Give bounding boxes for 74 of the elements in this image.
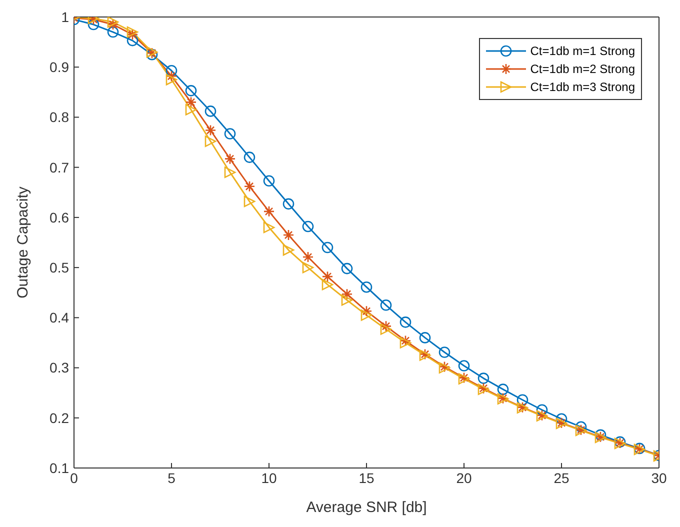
point — [575, 421, 587, 433]
point — [204, 136, 216, 147]
point — [341, 262, 353, 274]
point — [302, 220, 314, 232]
legend-label: Ct=1db m=1 Strong — [530, 44, 635, 58]
point — [516, 394, 528, 406]
point — [341, 288, 353, 300]
point — [263, 222, 275, 234]
y-tick-label: 0.6 — [50, 209, 70, 226]
point — [360, 281, 372, 293]
point — [224, 166, 236, 178]
x-tick-label: 15 — [358, 470, 374, 486]
point — [282, 198, 294, 210]
point — [322, 270, 334, 282]
point — [224, 128, 236, 140]
y-tick-label: 1 — [61, 8, 70, 25]
point — [166, 74, 178, 86]
legend-label: Ct=1db m=2 Strong — [530, 62, 635, 76]
point — [244, 180, 256, 192]
point — [224, 153, 236, 164]
point — [88, 18, 100, 30]
point — [126, 34, 138, 46]
legend-label: Ct=1db m=3 Strong — [530, 80, 635, 94]
point — [380, 299, 392, 311]
point — [166, 70, 178, 82]
y-tick-label: 0.1 — [50, 460, 70, 476]
point — [282, 229, 294, 241]
x-axis-title: Average SNR [db] — [306, 499, 427, 516]
y-tick-label: 0.4 — [50, 310, 70, 326]
x-tick-label: 25 — [554, 470, 570, 486]
y-tick-label: 0.2 — [50, 410, 70, 426]
point — [204, 124, 216, 136]
point — [185, 85, 197, 96]
y-tick-label: 0.7 — [50, 159, 70, 176]
point — [556, 413, 568, 425]
x-tick-label: 30 — [651, 470, 667, 486]
point — [244, 196, 256, 208]
point — [302, 251, 314, 263]
point — [166, 64, 178, 76]
point — [400, 316, 412, 328]
y-tick-label: 0.3 — [50, 360, 70, 376]
point — [263, 175, 275, 187]
point — [360, 306, 372, 317]
point — [438, 346, 450, 358]
point — [107, 26, 119, 38]
point — [458, 360, 470, 372]
point — [341, 294, 353, 306]
point — [478, 372, 490, 384]
point — [380, 320, 392, 332]
point — [126, 28, 138, 40]
point — [107, 17, 119, 28]
x-tick-label: 10 — [261, 470, 277, 486]
point — [126, 26, 138, 38]
point — [302, 262, 314, 274]
point — [536, 404, 548, 416]
x-tick-label: 20 — [456, 470, 472, 486]
point — [185, 96, 197, 108]
x-tick-label: 5 — [168, 470, 176, 486]
point — [322, 242, 334, 254]
x-tick-label: 0 — [70, 470, 78, 486]
y-axis-title: Outage Capacity — [14, 186, 32, 298]
point — [497, 384, 509, 395]
y-tick-label: 0.8 — [50, 109, 70, 126]
point — [360, 310, 372, 321]
y-tick-label: 0.5 — [50, 260, 70, 276]
point — [419, 332, 431, 344]
point — [244, 152, 256, 163]
point — [282, 244, 294, 256]
point — [322, 278, 334, 290]
point — [380, 324, 392, 335]
point — [185, 104, 197, 116]
y-tick-label: 0.9 — [50, 59, 70, 76]
point — [263, 206, 275, 218]
point — [204, 106, 216, 117]
